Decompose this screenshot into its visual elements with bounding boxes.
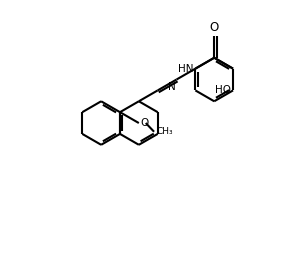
Text: O: O bbox=[141, 118, 149, 128]
Text: O: O bbox=[210, 21, 219, 34]
Text: HO: HO bbox=[215, 85, 231, 96]
Text: CH₃: CH₃ bbox=[156, 127, 173, 136]
Text: HN: HN bbox=[178, 64, 193, 74]
Text: N: N bbox=[168, 82, 176, 91]
